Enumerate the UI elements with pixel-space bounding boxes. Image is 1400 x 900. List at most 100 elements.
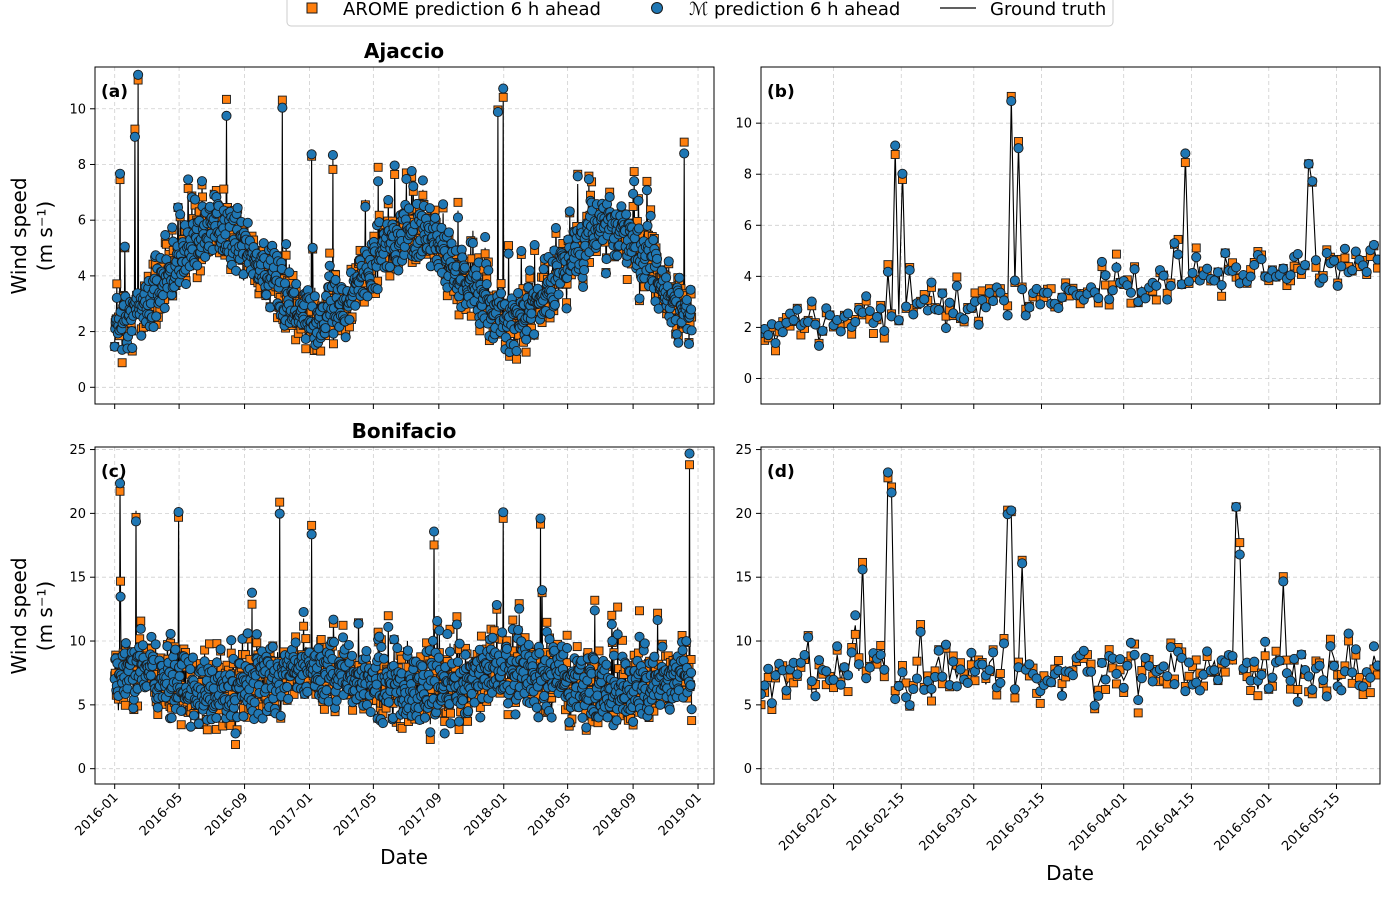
model-point [1285, 270, 1296, 281]
model-point [1173, 249, 1184, 260]
ytick-label: 2 [744, 321, 752, 336]
model-point [770, 338, 781, 349]
arome-point [496, 279, 506, 289]
arome-point [622, 275, 632, 284]
panel-c-title: Bonifacio [352, 419, 457, 443]
model-point [445, 718, 456, 729]
xtick-label: 2016-01 [72, 790, 121, 839]
panel-c-ylabel: Wind speed [7, 557, 31, 674]
ytick-label: 10 [69, 635, 86, 650]
model-point [466, 688, 477, 699]
model-point [136, 330, 147, 341]
panel-b-grid [761, 67, 1380, 404]
ground-truth-line [761, 97, 1379, 344]
model-point [1002, 310, 1013, 321]
model-point [159, 302, 170, 314]
model-point [973, 319, 984, 330]
model-point [471, 270, 482, 281]
arome-point [1217, 291, 1227, 301]
model-point [1056, 292, 1068, 303]
model-point [810, 319, 821, 330]
model-point [298, 606, 309, 618]
model-point [383, 621, 394, 632]
model-point [344, 314, 355, 325]
model-point [373, 176, 384, 187]
model-point [639, 638, 650, 649]
arome-point [480, 249, 490, 259]
model-point [835, 326, 846, 337]
model-point [238, 711, 249, 722]
xtick-label: 2016-05 [137, 790, 186, 839]
panel-c: Bonifacio Wind speed (m s⁻¹) 05101520252… [7, 419, 715, 869]
model-point [475, 712, 486, 723]
model-point [629, 176, 640, 187]
model-point [1187, 267, 1198, 278]
panel-a-frame [94, 66, 715, 405]
model-point [611, 715, 622, 726]
model-point [1249, 259, 1260, 271]
model-point [290, 637, 301, 648]
model-point [612, 250, 623, 261]
model-point [119, 241, 130, 252]
panel-d-data [761, 467, 1380, 718]
model-point [607, 635, 618, 647]
model-point [1111, 262, 1122, 273]
model-point [432, 616, 443, 627]
ytick-label: 8 [744, 168, 752, 183]
model-point [383, 697, 394, 708]
arome-point [319, 704, 329, 714]
model-point [1321, 247, 1332, 259]
arome-point [247, 599, 257, 609]
model-point [673, 337, 684, 348]
model-point [1372, 254, 1380, 265]
model-point [383, 194, 394, 206]
model-point [897, 168, 908, 179]
model-point [628, 188, 639, 199]
model-point [959, 314, 970, 325]
arome-point [594, 646, 604, 656]
model-point [463, 706, 474, 717]
model-point [535, 513, 546, 524]
model-point [289, 287, 300, 298]
model-point [126, 326, 137, 337]
model-point [592, 690, 603, 701]
model-point [937, 288, 948, 299]
model-point [904, 264, 915, 276]
model-point [467, 237, 478, 249]
ytick-label: 4 [744, 270, 752, 285]
model-point [320, 323, 331, 334]
model-point [940, 323, 952, 334]
arome-point [679, 137, 689, 147]
model-point [984, 287, 995, 298]
arome-point [219, 184, 229, 194]
model-point [170, 644, 181, 655]
model-point [1256, 254, 1267, 265]
model-point [1292, 248, 1303, 260]
model-point [114, 168, 126, 179]
model-point [491, 599, 502, 611]
model-point [951, 280, 962, 292]
model-point [406, 166, 417, 177]
model-point [861, 291, 872, 302]
model-point [188, 710, 200, 721]
model-point [513, 624, 524, 635]
model-point [361, 646, 372, 657]
model-point [433, 652, 444, 663]
xtick-label: 2016-09 [202, 790, 251, 839]
arome-point [338, 620, 348, 630]
model-point [176, 705, 187, 716]
model-point [281, 239, 292, 250]
ytick-label: 25 [69, 443, 86, 458]
model-point [148, 321, 159, 333]
model-point [1035, 299, 1046, 310]
model-point [137, 640, 148, 651]
model-point [377, 718, 388, 729]
model-point [1350, 246, 1361, 257]
model-point [1180, 148, 1191, 159]
model-point [1151, 280, 1162, 291]
model-point [514, 603, 525, 614]
model-point [503, 248, 514, 259]
model-point [579, 264, 590, 276]
